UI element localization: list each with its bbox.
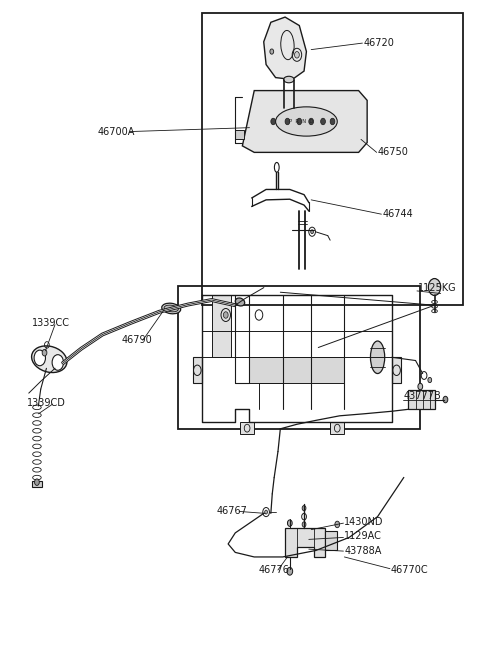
- Circle shape: [330, 118, 335, 125]
- Circle shape: [276, 91, 280, 96]
- Bar: [179, 286, 420, 429]
- Circle shape: [335, 521, 340, 527]
- Text: 1339CD: 1339CD: [27, 398, 66, 408]
- Circle shape: [428, 279, 441, 295]
- Circle shape: [309, 118, 313, 125]
- Circle shape: [35, 479, 39, 485]
- Circle shape: [443, 396, 448, 403]
- Circle shape: [52, 355, 63, 370]
- Circle shape: [271, 118, 276, 125]
- Polygon shape: [242, 91, 367, 152]
- Circle shape: [270, 49, 274, 54]
- Ellipse shape: [284, 106, 294, 111]
- Circle shape: [321, 118, 325, 125]
- Polygon shape: [250, 358, 344, 383]
- Ellipse shape: [164, 305, 178, 312]
- Bar: [325, 531, 337, 550]
- Text: 46720: 46720: [363, 38, 394, 48]
- Ellipse shape: [162, 303, 180, 314]
- Circle shape: [311, 230, 313, 234]
- Circle shape: [418, 383, 423, 390]
- Text: 1125KG: 1125KG: [418, 283, 456, 293]
- Circle shape: [428, 377, 432, 382]
- Polygon shape: [212, 295, 230, 358]
- Ellipse shape: [371, 341, 384, 373]
- Text: 1339CC: 1339CC: [32, 318, 70, 328]
- Text: 1129AC: 1129AC: [344, 531, 382, 541]
- Circle shape: [264, 510, 267, 514]
- Circle shape: [42, 350, 47, 356]
- Ellipse shape: [284, 76, 294, 83]
- Circle shape: [223, 312, 228, 318]
- Bar: [235, 130, 244, 139]
- Bar: [408, 390, 434, 409]
- Text: 1430ND: 1430ND: [344, 517, 384, 527]
- Text: 43788A: 43788A: [344, 546, 382, 556]
- Text: 43777B: 43777B: [404, 391, 442, 401]
- Text: 46770C: 46770C: [391, 565, 429, 575]
- Bar: [392, 358, 401, 383]
- Text: 46750: 46750: [378, 148, 408, 157]
- Ellipse shape: [235, 298, 245, 306]
- Bar: [32, 481, 42, 487]
- Ellipse shape: [276, 107, 337, 136]
- Ellipse shape: [32, 346, 67, 373]
- Text: 46744: 46744: [383, 209, 413, 219]
- Text: 46767: 46767: [216, 506, 247, 516]
- Text: P  R  N  D: P R N D: [289, 119, 314, 124]
- Bar: [240, 422, 254, 434]
- Text: 46700A: 46700A: [97, 127, 135, 136]
- Polygon shape: [285, 527, 325, 557]
- Bar: [192, 358, 202, 383]
- Circle shape: [295, 52, 300, 58]
- Circle shape: [302, 522, 306, 527]
- Circle shape: [288, 520, 292, 526]
- Circle shape: [297, 118, 301, 125]
- Bar: [202, 12, 463, 305]
- Circle shape: [34, 350, 46, 366]
- Circle shape: [285, 118, 290, 125]
- Text: 46790: 46790: [121, 335, 152, 344]
- Polygon shape: [264, 17, 306, 79]
- Text: 46776: 46776: [259, 565, 290, 575]
- Circle shape: [287, 567, 293, 575]
- Circle shape: [302, 506, 306, 511]
- Bar: [330, 422, 344, 434]
